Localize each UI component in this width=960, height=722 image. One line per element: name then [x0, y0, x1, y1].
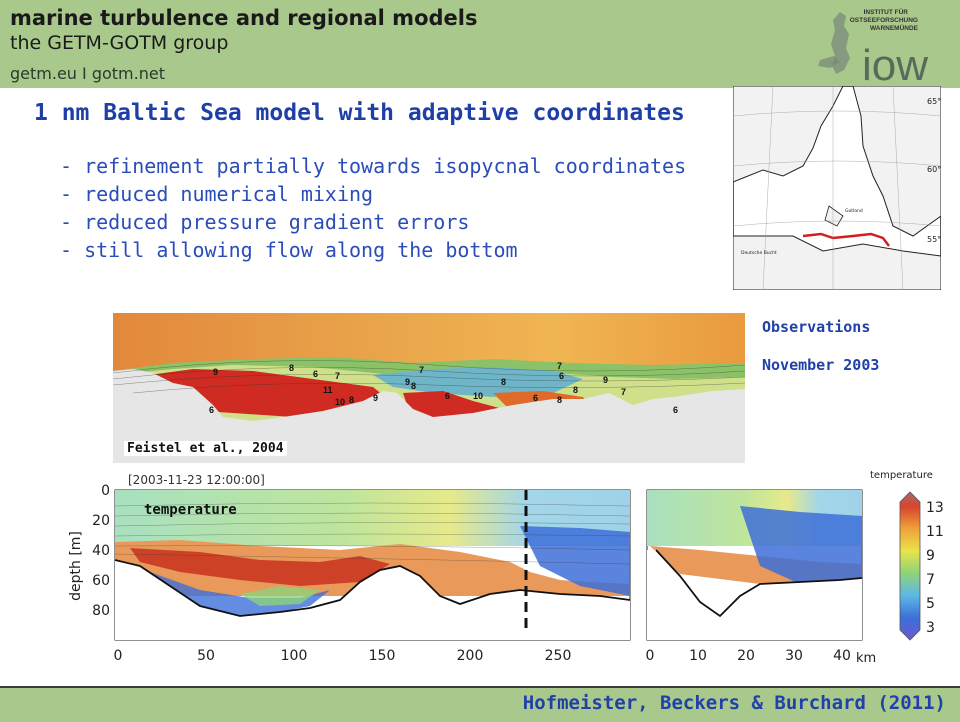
logo-line-2: OSTSEEFORSCHUNG — [850, 17, 918, 24]
observations-label: Observations — [762, 318, 871, 336]
depth-tick-label: 40 — [92, 543, 110, 559]
colorbar-tick-label: 11 — [926, 524, 944, 540]
contour-label: 7 — [335, 371, 340, 381]
lat-60-label: 60° — [927, 165, 941, 174]
distance-tick-label: 150 — [369, 648, 396, 664]
contour-label: 9 — [603, 375, 608, 385]
contour-label: 6 — [559, 371, 564, 381]
gotland-label: Gotland — [845, 208, 863, 214]
colorbar-tick-label: 9 — [926, 548, 935, 564]
distance-tick-label: 40 — [833, 648, 851, 664]
depth-tick-label: 80 — [92, 603, 110, 619]
contour-label: 7 — [621, 387, 626, 397]
distance-tick-label: 50 — [197, 648, 215, 664]
model-timestamp: [2003-11-23 12:00:00] — [128, 473, 265, 487]
contour-label: 9 — [213, 367, 218, 377]
group-title: marine turbulence and regional models — [10, 6, 478, 30]
contour-label: 6 — [445, 391, 450, 401]
bullet-list: - refinement partially towards isopycnal… — [60, 152, 686, 264]
contour-label: 10 — [335, 397, 345, 407]
contour-label: 10 — [473, 391, 483, 401]
logo-line-3: WARNEMÜNDE — [870, 23, 919, 32]
link-bar — [0, 60, 960, 88]
contour-label: 11 — [323, 385, 333, 395]
observations-date: November 2003 — [762, 356, 880, 374]
colorbar-tick-label: 5 — [926, 596, 935, 612]
bullet-item: - refinement partially towards isopycnal… — [60, 154, 687, 178]
contour-label: 8 — [349, 395, 354, 405]
contour-label: 8 — [557, 395, 562, 405]
logo-word: iow — [862, 41, 928, 86]
distance-tick-label: 0 — [646, 648, 655, 664]
colorbar-tick-label: 3 — [926, 620, 935, 636]
colorbar-tick-label: 7 — [926, 572, 935, 588]
baltic-map: 65° 60° 55° Gotland Deutsche Bucht — [733, 86, 941, 290]
colorbar-tick-label: 13 — [926, 500, 944, 516]
footer-bar: Hofmeister, Beckers & Burchard (2011) — [0, 686, 960, 722]
distance-tick-label: 10 — [689, 648, 707, 664]
contour-label: 8 — [411, 381, 416, 391]
depth-tick-label: 20 — [92, 513, 110, 529]
logo-map-mark — [818, 12, 850, 74]
slide-heading: 1 nm Baltic Sea model with adaptive coor… — [34, 100, 685, 126]
distance-tick-label: 30 — [785, 648, 803, 664]
depth-tick-label: 60 — [92, 573, 110, 589]
contour-label: 6 — [209, 405, 214, 415]
contour-label: 6 — [533, 393, 538, 403]
contour-label: 8 — [289, 363, 294, 373]
logo-line-1: INSTITUT FÜR — [864, 7, 909, 16]
distance-tick-label: 0 — [114, 648, 123, 664]
contour-label: 6 — [313, 369, 318, 379]
group-subtitle: the GETM-GOTM group — [10, 32, 229, 54]
bullet-item: - reduced pressure gradient errors — [60, 210, 470, 234]
contour-label: 8 — [573, 385, 578, 395]
distance-tick-label: 100 — [281, 648, 308, 664]
depth-tick-label: 0 — [101, 483, 110, 499]
panel-temperature-label: temperature — [144, 502, 237, 518]
contour-label: 6 — [673, 405, 678, 415]
iow-logo: INSTITUT FÜR OSTSEEFORSCHUNG WARNEMÜNDE … — [818, 7, 928, 86]
contour-label: 8 — [501, 377, 506, 387]
bullet-item: - reduced numerical mixing — [60, 182, 374, 206]
distance-tick-label: 250 — [545, 648, 572, 664]
website-links[interactable]: getm.eu I gotm.net — [10, 64, 165, 83]
contour-label: 9 — [373, 393, 378, 403]
model-section-figure: [2003-11-23 12:00:00] temperature depth … — [68, 470, 944, 666]
colorbar-title: temperature — [870, 470, 933, 481]
distance-tick-label: 200 — [457, 648, 484, 664]
header-bar — [0, 0, 960, 60]
contour-label: 7 — [419, 365, 424, 375]
distance-tick-label: 20 — [737, 648, 755, 664]
contour-label: 9 — [405, 377, 410, 387]
contour-label: 7 — [557, 361, 562, 371]
footer-citation: Hofmeister, Beckers & Burchard (2011) — [522, 692, 946, 714]
source-citation: Feistel et al., 2004 — [124, 441, 287, 456]
x-unit-label: km — [856, 651, 876, 666]
lat-55-label: 55° — [927, 235, 941, 244]
bullet-item: - still allowing flow along the bottom — [60, 238, 518, 262]
deutsche-bucht-label: Deutsche Bucht — [741, 250, 777, 256]
colorbar — [899, 491, 921, 641]
depth-axis-label: depth [m] — [68, 531, 84, 601]
lat-65-label: 65° — [927, 97, 941, 106]
